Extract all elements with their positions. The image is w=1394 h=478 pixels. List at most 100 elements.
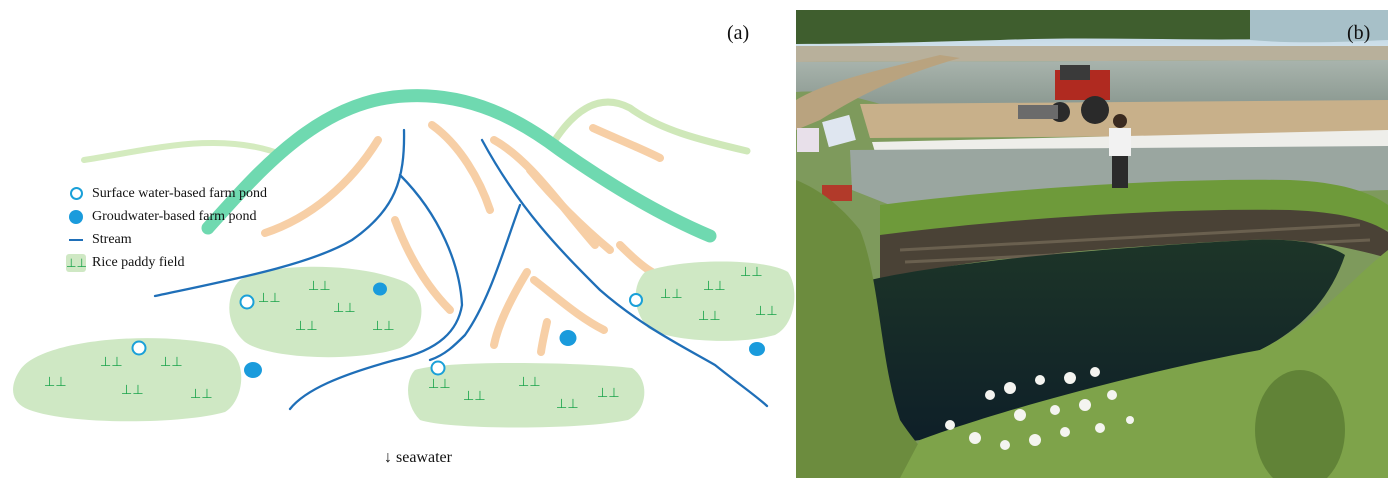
legend-surface-pond-label: Surface water-based farm pond bbox=[92, 185, 268, 201]
paddy-symbol: ⊥⊥ bbox=[660, 287, 683, 302]
slope-9 bbox=[589, 124, 664, 162]
sign bbox=[822, 114, 856, 148]
flower bbox=[1095, 423, 1105, 433]
flower bbox=[945, 420, 955, 430]
person bbox=[1109, 114, 1131, 188]
tractor-tiller bbox=[1018, 105, 1058, 119]
slope-2 bbox=[428, 121, 494, 214]
paddy-symbol: ⊥⊥ bbox=[463, 389, 486, 404]
vegetation-left bbox=[796, 180, 960, 478]
panel-a-label: (a) bbox=[727, 22, 750, 44]
white-flowers bbox=[945, 367, 1134, 450]
groundwater-pond bbox=[244, 362, 262, 378]
groundwater-pond bbox=[749, 342, 765, 356]
panel-a-diagram: ⊥⊥ ⊥⊥ ⊥⊥ ⊥⊥ ⊥⊥ ⊥⊥ ⊥⊥ ⊥⊥ ⊥⊥ ⊥⊥ ⊥⊥ ⊥⊥ ⊥⊥ ⊥… bbox=[13, 89, 795, 428]
paddy-symbol: ⊥⊥ bbox=[740, 265, 763, 280]
groundwater-ponds bbox=[244, 282, 765, 378]
legend-stream-label: Stream bbox=[92, 231, 132, 247]
paddy-symbol: ⊥⊥ bbox=[44, 375, 67, 390]
person-shirt bbox=[1109, 128, 1131, 156]
paddy-symbol: ⊥⊥ bbox=[160, 355, 183, 370]
tractor-wheel bbox=[1081, 96, 1109, 124]
paddy-symbols: ⊥⊥ ⊥⊥ ⊥⊥ ⊥⊥ ⊥⊥ ⊥⊥ ⊥⊥ ⊥⊥ ⊥⊥ ⊥⊥ ⊥⊥ ⊥⊥ ⊥⊥ ⊥… bbox=[44, 265, 778, 412]
legend-groundwater-pond-symbol bbox=[66, 207, 86, 227]
paddy-field-3 bbox=[408, 363, 645, 428]
paddy-symbol: ⊥⊥ bbox=[597, 386, 620, 401]
flower bbox=[985, 390, 995, 400]
surface-pond bbox=[629, 293, 643, 307]
flower bbox=[1060, 427, 1070, 437]
flower bbox=[1035, 375, 1045, 385]
person-legs bbox=[1112, 152, 1128, 188]
paddy-symbol: ⊥⊥ bbox=[333, 301, 356, 316]
stream-center bbox=[288, 173, 464, 411]
dirt-road bbox=[796, 55, 960, 130]
groundwater-pond bbox=[373, 282, 387, 296]
person-shadow bbox=[1255, 370, 1345, 478]
flower bbox=[969, 432, 981, 444]
flower bbox=[1090, 367, 1100, 377]
flower bbox=[1126, 416, 1134, 424]
slope-5 bbox=[391, 216, 454, 314]
legend-row-surface-pond: Surface water-based farm pond bbox=[66, 182, 267, 205]
legend-row-stream: Stream bbox=[66, 228, 267, 251]
paddy-symbol: ⊥⊥ bbox=[698, 309, 721, 324]
paddy-field-4 bbox=[635, 261, 795, 341]
paddy-field-1 bbox=[13, 338, 242, 422]
flower bbox=[1050, 405, 1060, 415]
sign bbox=[797, 128, 819, 152]
streams bbox=[153, 128, 769, 411]
legend-paddy-label: Rice paddy field bbox=[92, 254, 185, 270]
surface-pond bbox=[131, 340, 147, 356]
paddy-symbol: ⊥⊥ bbox=[295, 319, 318, 334]
surface-pond bbox=[239, 294, 255, 310]
legend-row-paddy: ⊥⊥ Rice paddy field bbox=[66, 251, 267, 274]
hill-right bbox=[1250, 10, 1388, 43]
distant-trees bbox=[796, 10, 1310, 44]
surface-pond bbox=[430, 360, 446, 376]
slope-4 bbox=[526, 166, 614, 254]
paddy-symbol: ⊥⊥ bbox=[518, 375, 541, 390]
paddy-symbol: ⊥⊥ bbox=[308, 279, 331, 294]
stone-wall bbox=[880, 209, 1388, 285]
legend-paddy-symbol: ⊥⊥ bbox=[66, 253, 87, 272]
slope-8 bbox=[537, 318, 551, 356]
flower bbox=[1107, 390, 1117, 400]
surface-ponds bbox=[131, 293, 643, 376]
stream-branch bbox=[428, 203, 522, 362]
slope-6 bbox=[490, 268, 531, 349]
paddy-symbol: ⊥⊥ bbox=[703, 279, 726, 294]
panel-b-photo bbox=[796, 10, 1388, 478]
paddy-symbol: ⊥⊥ bbox=[190, 387, 213, 402]
flower bbox=[1000, 440, 1010, 450]
groundwater-pond bbox=[559, 330, 577, 346]
stream-right bbox=[480, 138, 769, 408]
ridge-right-light bbox=[551, 98, 751, 155]
panel-b-label: (b) bbox=[1347, 22, 1371, 44]
flower bbox=[1079, 399, 1091, 411]
flower bbox=[1064, 372, 1076, 384]
far-embankment bbox=[796, 46, 1388, 62]
paddy-symbol: ⊥⊥ bbox=[556, 397, 579, 412]
tractor bbox=[1018, 65, 1110, 124]
flower bbox=[1004, 382, 1016, 394]
tractor-cab bbox=[1060, 65, 1090, 80]
paddy-symbol: ⊥⊥ bbox=[100, 355, 123, 370]
legend-groundwater-pond-label: Groudwater-based farm pond bbox=[92, 208, 257, 224]
slope-10 bbox=[616, 241, 656, 276]
slope-7 bbox=[530, 276, 608, 334]
legend-row-groundwater-pond: Groudwater-based farm pond bbox=[66, 205, 267, 228]
paddy-symbol: ⊥⊥ bbox=[121, 383, 144, 398]
legend-surface-pond-symbol bbox=[66, 184, 86, 204]
pump bbox=[822, 185, 852, 201]
ridge-left-light bbox=[81, 139, 286, 163]
legend: Surface water-based farm pond Groudwater… bbox=[66, 182, 267, 274]
paddy-symbol: ⊥⊥ bbox=[428, 377, 451, 392]
paddy-symbol: ⊥⊥ bbox=[258, 291, 281, 306]
paddy-symbol: ⊥⊥ bbox=[372, 319, 395, 334]
mountain-ridge bbox=[201, 89, 717, 243]
legend-stream-symbol bbox=[66, 230, 86, 250]
person-head bbox=[1113, 114, 1127, 128]
flower bbox=[1014, 409, 1026, 421]
